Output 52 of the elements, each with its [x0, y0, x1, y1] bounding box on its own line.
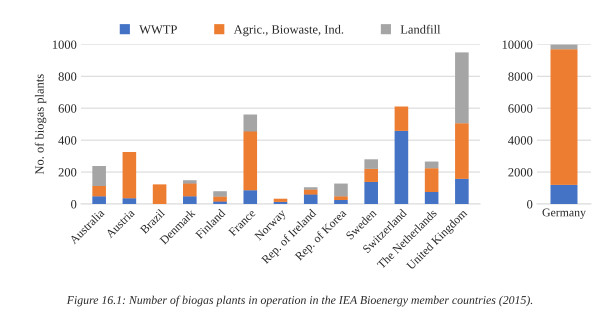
bar	[364, 182, 378, 204]
bar	[394, 130, 408, 204]
bar	[455, 123, 469, 179]
y-tick-label: 200	[58, 168, 76, 177]
y-axis-title: No. of biogas plants	[34, 74, 46, 174]
bar	[364, 168, 378, 182]
bar	[243, 132, 258, 190]
bar	[455, 178, 469, 204]
bar	[424, 162, 438, 168]
bar	[122, 152, 136, 198]
bar	[550, 184, 578, 204]
x-tick-label: Germany	[542, 208, 586, 219]
bar	[243, 190, 258, 204]
bar	[334, 200, 348, 204]
bar	[122, 198, 136, 204]
y-tick-label: 600	[58, 104, 76, 113]
legend-label: WWTP	[139, 25, 177, 34]
y-tick-label: 800	[58, 72, 76, 81]
y-tick-label: 400	[58, 136, 76, 145]
y-tick-label: 6000	[508, 104, 532, 113]
caption: Figure 16.1: Number of biogas plants in operation in the IEA Bioenergy member countries (2015).	[66, 296, 532, 306]
bar	[92, 186, 106, 196]
bar	[92, 196, 106, 204]
bar	[334, 184, 348, 196]
bar	[424, 192, 438, 204]
bar	[152, 184, 166, 204]
bar	[304, 187, 318, 190]
bar	[274, 198, 288, 202]
y-tick-label: 8000	[508, 72, 532, 81]
bar	[183, 196, 197, 204]
y-tick-label: 1000	[52, 40, 76, 49]
bar	[213, 191, 227, 197]
y-tick-label: 0	[527, 200, 532, 208]
y-tick-label: 2000	[508, 168, 532, 177]
bar	[364, 159, 378, 169]
bar	[183, 184, 197, 196]
bar	[304, 190, 318, 195]
bar	[550, 44, 578, 50]
legend-label: Landfill	[400, 24, 440, 34]
y-tick-label: 10000	[502, 40, 532, 49]
y-tick-label: 4000	[508, 136, 532, 145]
bar	[213, 196, 227, 202]
bar	[394, 106, 408, 131]
legend-label: Agric., Biowaste, Ind.	[234, 24, 344, 36]
bar	[455, 52, 469, 124]
bar	[92, 166, 106, 186]
bar	[424, 168, 438, 192]
bar	[183, 180, 197, 184]
bar	[304, 194, 318, 204]
y-tick-label: 0	[71, 200, 76, 208]
bar	[243, 114, 258, 132]
bar	[334, 196, 348, 200]
